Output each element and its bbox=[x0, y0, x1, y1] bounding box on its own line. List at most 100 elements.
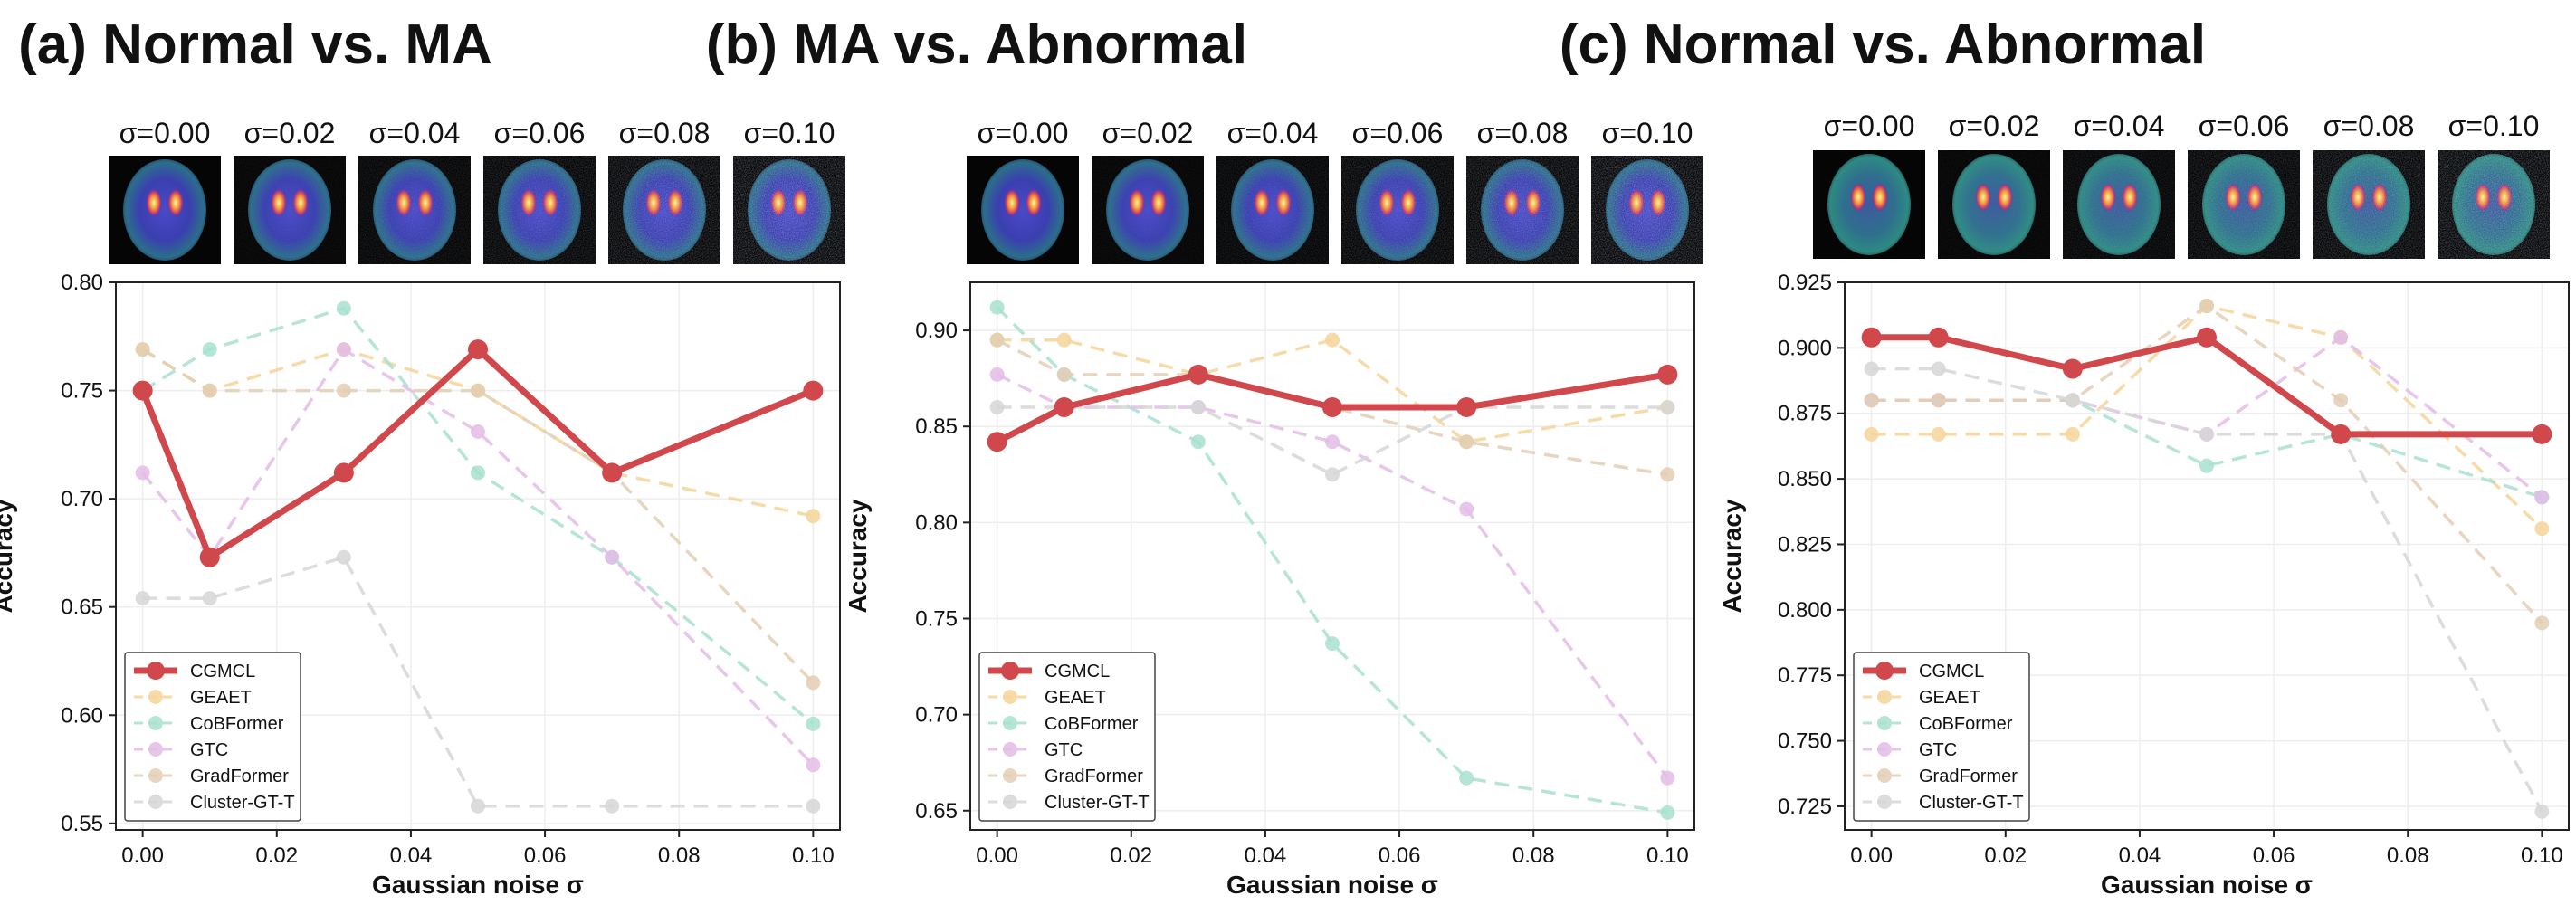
chart-panel-3: (c) Normal vs. Abnormal σ=0.00 σ=0.02 σ=0.0… bbox=[1560, 14, 2570, 899]
legend-label: Cluster-GT-T bbox=[190, 793, 295, 813]
data-point-cluster-gt-t bbox=[135, 591, 150, 606]
data-point-geaet bbox=[1931, 426, 1946, 442]
series-cluster-gt-t bbox=[1864, 361, 2550, 819]
series-cobformer bbox=[1864, 393, 2550, 505]
x-tick-label: 0.06 bbox=[1379, 843, 1421, 868]
brain-thumbnail bbox=[1938, 150, 2050, 259]
sigma-label: σ=0.02 bbox=[1949, 110, 2040, 142]
data-point-cgmcl bbox=[2062, 358, 2083, 379]
legend-label: CoBFormer bbox=[1919, 714, 2013, 734]
data-point-gradformer bbox=[1459, 434, 1474, 450]
x-tick-label: 0.06 bbox=[524, 843, 567, 868]
sigma-label: σ=0.10 bbox=[744, 117, 835, 149]
brain-thumbnail bbox=[2188, 150, 2300, 259]
series-line-cgmcl bbox=[995, 371, 1668, 445]
noise-overlay bbox=[1466, 156, 1579, 264]
y-axis-label: Accuracy bbox=[1718, 499, 1746, 614]
noise-overlay bbox=[733, 156, 845, 264]
noise-overlay bbox=[1216, 156, 1329, 264]
legend-marker bbox=[1877, 768, 1892, 783]
data-point-gtc bbox=[1459, 501, 1474, 517]
x-tick-label: 0.00 bbox=[976, 843, 1018, 868]
chart-title: (b) MA vs. Abnormal bbox=[706, 14, 1247, 76]
data-point-cgmcl bbox=[1928, 327, 1949, 348]
noise-overlay bbox=[1938, 150, 2050, 259]
data-point-cluster-gt-t bbox=[336, 549, 351, 565]
series-line-geaet bbox=[141, 348, 814, 519]
data-point-gtc bbox=[605, 549, 620, 565]
legend-label: GEAET bbox=[1045, 688, 1106, 708]
sigma-label: σ=0.06 bbox=[2199, 110, 2290, 142]
legend-label: CGMCL bbox=[1919, 662, 1984, 681]
legend-label: GradFormer bbox=[190, 767, 289, 786]
data-point-gradformer bbox=[806, 675, 821, 691]
data-point-cgmcl bbox=[602, 462, 623, 483]
legend: CGMCL GEAET CoBFormer GTC GradFormer Cluster-… bbox=[1853, 652, 2030, 822]
sigma-label: σ=0.00 bbox=[978, 117, 1069, 149]
series-cgmcl bbox=[132, 339, 824, 567]
legend-label: GradFormer bbox=[1919, 767, 2018, 786]
sigma-label: σ=0.00 bbox=[1824, 110, 1915, 142]
data-point-geaet bbox=[2534, 521, 2550, 537]
series-line-cgmcl bbox=[1871, 334, 2543, 438]
data-point-cgmcl bbox=[2532, 424, 2552, 444]
series-line-gtc bbox=[141, 347, 815, 767]
data-point-cgmcl bbox=[1861, 327, 1882, 348]
series-cluster-gt-t bbox=[135, 549, 821, 814]
legend-marker bbox=[1003, 690, 1017, 704]
noise-overlay bbox=[358, 156, 471, 264]
sigma-label: σ=0.10 bbox=[1602, 117, 1693, 149]
data-point-gradformer bbox=[989, 332, 1005, 348]
series-line-cluster-gt-t bbox=[997, 405, 1668, 477]
y-tick-label: 0.850 bbox=[1778, 467, 1832, 491]
series-line-cluster-gt-t bbox=[142, 555, 814, 808]
noise-overlay bbox=[608, 156, 720, 264]
legend: CGMCL GEAET CoBFormer GTC GradFormer Cluster-… bbox=[978, 652, 1156, 822]
data-point-cobformer bbox=[471, 465, 485, 481]
legend-marker bbox=[148, 768, 163, 783]
sigma-label: σ=0.02 bbox=[1102, 117, 1194, 149]
sigma-label: σ=0.00 bbox=[119, 117, 211, 149]
y-tick-label: 0.85 bbox=[915, 414, 958, 439]
data-point-cgmcl bbox=[803, 380, 824, 401]
legend-marker bbox=[148, 742, 163, 757]
series-line-gradformer bbox=[141, 348, 815, 684]
data-point-gtc bbox=[2333, 329, 2349, 345]
series-line-cgmcl bbox=[139, 346, 815, 561]
chart-panel-2: (b) MA vs. Abnormal σ=0.00 σ=0.02 σ=0.04 σ=0… bbox=[706, 14, 1703, 899]
legend-label: CGMCL bbox=[190, 662, 255, 681]
sigma-label: σ=0.04 bbox=[1227, 117, 1319, 149]
y-tick-label: 0.80 bbox=[915, 510, 958, 535]
y-tick-label: 0.60 bbox=[61, 703, 103, 728]
y-tick-label: 0.55 bbox=[61, 812, 103, 836]
data-point-cgmcl bbox=[1657, 364, 1678, 385]
legend: CGMCL GEAET CoBFormer GTC GradFormer Cluster-… bbox=[124, 652, 301, 822]
legend-label: GTC bbox=[1045, 740, 1083, 760]
brain-body bbox=[123, 159, 206, 261]
legend-label: Cluster-GT-T bbox=[1045, 793, 1150, 813]
legend-marker bbox=[1003, 742, 1017, 757]
legend-label: GEAET bbox=[1919, 688, 1980, 708]
sigma-label: σ=0.08 bbox=[619, 117, 711, 149]
data-point-geaet bbox=[806, 509, 821, 524]
data-point-gradformer bbox=[2534, 615, 2550, 631]
y-tick-label: 0.825 bbox=[1778, 532, 1832, 557]
legend-label: GTC bbox=[190, 740, 228, 760]
x-tick-label: 0.04 bbox=[2119, 843, 2161, 868]
y-tick-label: 0.80 bbox=[61, 271, 103, 295]
chart-panel-1: (a) Normal vs. MA σ=0.00 σ=0.02 σ=0.04 σ=0.0… bbox=[0, 14, 845, 899]
y-tick-label: 0.70 bbox=[915, 703, 958, 728]
data-point-cluster-gt-t bbox=[1864, 361, 1879, 376]
data-point-gradformer bbox=[1864, 393, 1879, 408]
data-point-gtc bbox=[1660, 770, 1675, 786]
data-point-cluster-gt-t bbox=[605, 798, 620, 814]
plot-frame bbox=[1844, 281, 2570, 831]
series-cgmcl bbox=[987, 364, 1678, 452]
legend-marker bbox=[1003, 716, 1017, 730]
data-point-cluster-gt-t bbox=[989, 399, 1005, 414]
data-point-cobformer bbox=[806, 716, 821, 731]
data-point-gtc bbox=[1325, 434, 1340, 450]
chart-title: (a) Normal vs. MA bbox=[18, 14, 492, 76]
data-point-gtc bbox=[471, 424, 485, 439]
noise-overlay bbox=[1341, 156, 1454, 264]
